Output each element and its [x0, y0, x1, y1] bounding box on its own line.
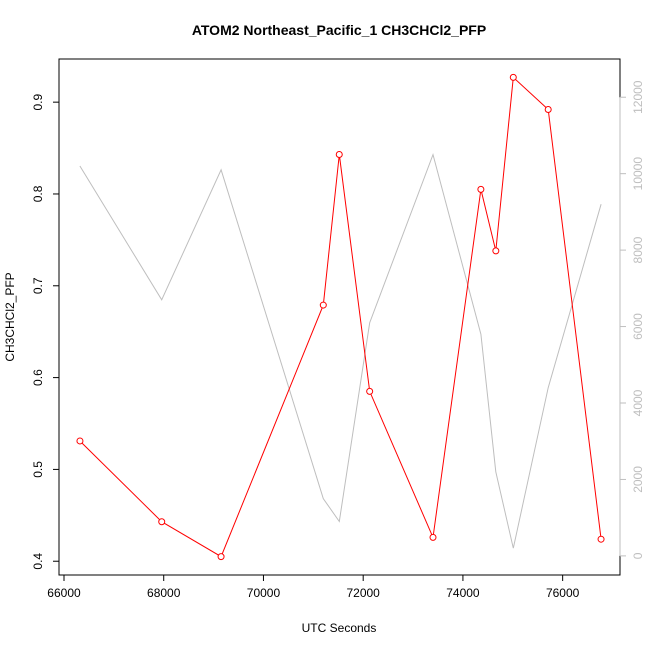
data-point [335, 150, 343, 158]
x-axis: 66000 68000 70000 72000 74000 76000 [47, 574, 580, 600]
series-secondary-line [79, 152, 602, 549]
y2-tick-label: 12000 [631, 80, 645, 114]
y-tick-label: 0.8 [31, 185, 45, 202]
x-tick-label: 68000 [147, 586, 181, 600]
y2-tick-label: 0 [631, 552, 645, 559]
data-point [597, 535, 605, 543]
y2-axis-right: 0 2000 4000 6000 8000 10000 12000 [619, 80, 645, 559]
data-point [429, 533, 437, 541]
y2-tick-label: 10000 [631, 157, 645, 191]
y2-tick-label: 6000 [631, 313, 645, 340]
y-axis: 0.4 0.5 0.6 0.7 0.8 0.9 [31, 93, 60, 570]
data-point [477, 185, 485, 193]
data-point [492, 247, 500, 255]
data-point [544, 105, 552, 113]
data-point [366, 387, 374, 395]
chart-title: ATOM2 Northeast_Pacific_1 CH3CHCl2_PFP [192, 22, 486, 38]
series-line [79, 152, 602, 549]
data-point [217, 553, 225, 561]
y2-tick-label: 2000 [631, 466, 645, 493]
series-primary-line [76, 73, 605, 561]
x-tick-label: 74000 [446, 586, 480, 600]
y2-tick-label: 8000 [631, 236, 645, 263]
y-tick-label: 0.4 [31, 553, 45, 570]
y-tick-label: 0.5 [31, 461, 45, 478]
x-tick-label: 76000 [546, 586, 580, 600]
data-point [319, 301, 327, 309]
y-axis-label: CH3CHCl2_PFP [3, 272, 17, 361]
x-tick-label: 70000 [247, 586, 281, 600]
y-tick-label: 0.9 [31, 93, 45, 110]
x-tick-label: 66000 [47, 586, 81, 600]
y-tick-label: 0.6 [31, 369, 45, 386]
data-point [158, 518, 166, 526]
x-tick-label: 72000 [346, 586, 380, 600]
plot-frame [58, 58, 621, 576]
y2-tick-label: 4000 [631, 389, 645, 416]
data-point [509, 73, 517, 81]
data-point [76, 437, 84, 445]
series-line [79, 76, 602, 558]
x-axis-label: UTC Seconds [302, 621, 377, 635]
y-tick-label: 0.7 [31, 277, 45, 294]
series-layer [76, 73, 605, 561]
